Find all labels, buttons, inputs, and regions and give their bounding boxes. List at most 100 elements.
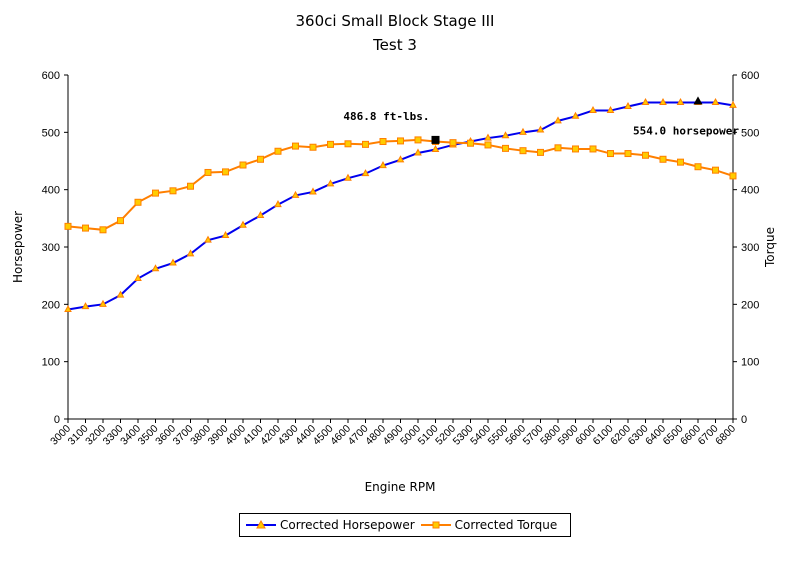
- horsepower-point: [81, 302, 90, 310]
- torque-point: [572, 145, 579, 153]
- torque-point: [379, 138, 387, 146]
- y-axis-title-left: Horsepower: [11, 211, 25, 283]
- torque-point: [449, 139, 457, 147]
- horsepower-point: [589, 106, 597, 114]
- torque-point: [659, 155, 667, 163]
- horsepower-point: [326, 179, 335, 187]
- torque-point: [554, 144, 562, 152]
- y-tick-label-right: 500: [741, 127, 759, 139]
- horsepower-point: [309, 187, 317, 195]
- horsepower-point: [431, 144, 440, 153]
- torque-point: [537, 148, 544, 156]
- horsepower-point: [344, 173, 352, 181]
- torque-point: [502, 144, 509, 152]
- y-tick-label-left: 500: [42, 127, 60, 139]
- legend: Corrected Horsepower Corrected Torque: [239, 513, 571, 537]
- horsepower-point: [239, 220, 247, 228]
- torque-point: [204, 168, 212, 176]
- torque-point: [484, 141, 492, 149]
- horsepower-point: [291, 190, 300, 198]
- torque-point: [677, 158, 684, 166]
- torque-point: [397, 137, 404, 145]
- horsepower-point: [221, 230, 230, 239]
- horsepower-point: [256, 210, 265, 218]
- torque-point: [257, 155, 264, 163]
- torque-point: [414, 136, 422, 144]
- horsepower-point: [571, 111, 580, 119]
- torque-point: [309, 143, 317, 151]
- y-tick-label-left: 0: [54, 414, 60, 426]
- torque-point: [729, 172, 737, 180]
- horsepower-point: [624, 101, 632, 110]
- horsepower-point: [361, 169, 370, 177]
- horsepower-point: [204, 235, 212, 243]
- torque-point: [327, 140, 334, 148]
- y-tick-label-left: 100: [42, 357, 60, 369]
- horsepower-point: [659, 97, 667, 106]
- horsepower-point: [536, 125, 545, 133]
- horsepower-point: [379, 161, 387, 169]
- y-tick-label-left: 600: [42, 70, 60, 82]
- torque-point: [134, 198, 142, 206]
- torque-point: [64, 222, 72, 230]
- horsepower-point: [554, 116, 562, 124]
- horsepower-point: [641, 97, 650, 106]
- legend-torque-swatch: [420, 521, 451, 529]
- y-tick-label-right: 0: [741, 414, 747, 426]
- y-axis-title-right: Torque: [763, 227, 777, 268]
- horsepower-point: [186, 249, 195, 257]
- torque-point: [187, 182, 194, 190]
- torque-point: [169, 187, 177, 195]
- torque-point: [344, 140, 352, 148]
- torque-series-line: [67, 138, 734, 231]
- torque-peak-marker: [431, 135, 440, 144]
- horsepower-point: [274, 200, 282, 208]
- horsepower-point: [501, 131, 510, 139]
- x-tick-label: 6800: [713, 423, 738, 448]
- horsepower-point: [729, 100, 737, 108]
- legend-item-torque: Corrected Torque: [420, 518, 558, 532]
- horsepower-point: [151, 264, 160, 272]
- y-tick-label-left: 300: [42, 242, 60, 254]
- horsepower-point: [134, 273, 142, 282]
- chart-subtitle: Test 3: [373, 36, 417, 54]
- torque-point: [117, 217, 124, 225]
- y-tick-label-right: 600: [741, 70, 759, 82]
- legend-horsepower-label: Corrected Horsepower: [280, 518, 415, 532]
- y-tick-label-left: 400: [42, 185, 60, 197]
- y-tick-label-right: 200: [741, 299, 759, 311]
- horsepower-point: [64, 304, 72, 312]
- torque-point: [624, 150, 632, 158]
- horsepower-point: [606, 106, 615, 114]
- y-tick-label-right: 400: [741, 185, 759, 197]
- horsepower-point: [484, 133, 492, 141]
- torque-point: [362, 140, 369, 148]
- y-tick-label-right: 100: [741, 357, 759, 369]
- horsepower-point: [711, 97, 720, 106]
- x-axis-title: Engine RPM: [365, 480, 436, 494]
- torque-peak-annotation: 486.8 ft-lbs.: [343, 110, 429, 123]
- horsepower-point: [676, 97, 685, 106]
- torque-point: [519, 147, 527, 155]
- chart-title: 360ci Small Block Stage III: [295, 12, 495, 30]
- torque-point: [222, 168, 229, 176]
- y-tick-label-right: 300: [741, 242, 759, 254]
- y-tick-label-left: 200: [42, 299, 60, 311]
- legend-torque-label: Corrected Torque: [454, 518, 558, 532]
- horsepower-point: [414, 148, 422, 156]
- torque-point: [694, 163, 702, 171]
- torque-point: [292, 142, 299, 150]
- horsepower-point: [169, 258, 177, 266]
- torque-point: [607, 150, 614, 158]
- legend-item-horsepower: Corrected Horsepower: [246, 518, 415, 532]
- torque-point: [712, 166, 719, 174]
- torque-point: [274, 147, 282, 155]
- horsepower-point: [99, 299, 107, 307]
- horsepower-peak-annotation: 554.0 horsepower: [633, 124, 739, 137]
- horsepower-point: [519, 127, 527, 135]
- torque-point: [99, 226, 107, 234]
- torque-point: [239, 161, 247, 169]
- torque-point: [589, 145, 597, 153]
- torque-point: [82, 224, 89, 232]
